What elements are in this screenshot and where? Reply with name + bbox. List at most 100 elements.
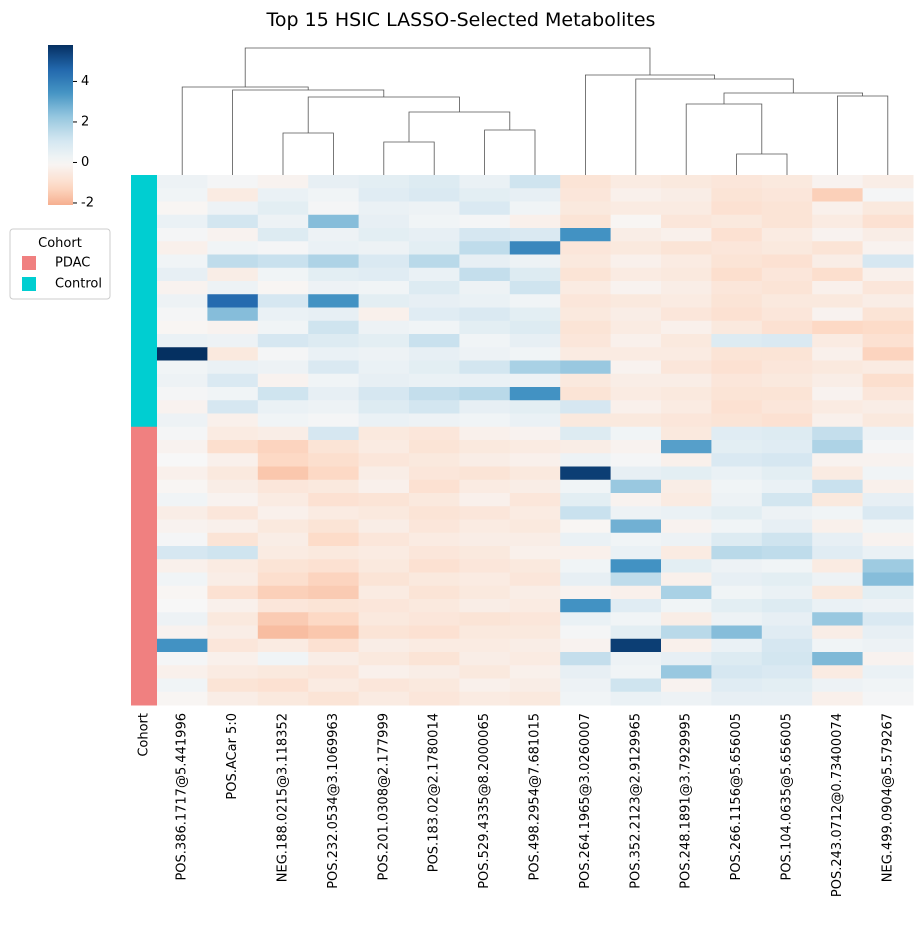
heatmap-cell [459, 400, 511, 414]
heatmap-cell [560, 519, 612, 534]
heatmap-cell [157, 426, 208, 441]
heatmap-cell [157, 440, 208, 454]
heatmap-cell [862, 532, 914, 547]
heatmap-cell [812, 413, 864, 428]
heatmap-cell [459, 241, 511, 255]
legend-label: Control [55, 277, 102, 292]
heatmap-cell [610, 559, 662, 573]
heatmap-cell [812, 652, 864, 666]
heatmap-cell [560, 612, 612, 626]
heatmap-cell [157, 652, 208, 666]
x-tick-label: POS.498.2954@7.681015 [528, 713, 543, 881]
heatmap-cell [207, 678, 259, 693]
heatmap-cell [761, 572, 813, 587]
heatmap-cell [157, 678, 208, 693]
heatmap-cell [358, 665, 410, 679]
heatmap-cell [812, 599, 864, 613]
heatmap-cell [610, 612, 662, 626]
heatmap-cell [711, 440, 763, 454]
heatmap-cell [509, 546, 561, 560]
heatmap-cell [560, 466, 612, 481]
heatmap-cell [207, 426, 259, 441]
heatmap-cell [610, 453, 662, 467]
heatmap-cell [761, 665, 813, 679]
x-tick-label: POS.201.0308@2.177999 [376, 713, 391, 881]
heatmap-cell [610, 599, 662, 613]
colorbar-tick-label: 0 [81, 155, 89, 170]
heatmap-cell [207, 188, 259, 202]
heatmap-cell [711, 466, 763, 481]
heatmap-cell [761, 519, 813, 534]
heatmap-cell [157, 572, 208, 587]
x-tick-label: NEG.188.0215@3.118352 [276, 713, 291, 882]
heatmap-cell [761, 532, 813, 547]
heatmap-cell [862, 546, 914, 560]
heatmap-cell [358, 638, 410, 653]
heatmap-cell [459, 175, 511, 189]
heatmap-cell [661, 599, 712, 613]
heatmap-cell [157, 241, 208, 255]
heatmap-cell [257, 281, 309, 295]
heatmap-cell [207, 334, 259, 348]
heatmap-cell [862, 201, 914, 216]
heatmap-cell [358, 599, 410, 613]
cohort-cell [131, 373, 157, 388]
heatmap-cell [812, 678, 864, 693]
heatmap-cell [661, 652, 712, 666]
heatmap-cell [560, 360, 612, 375]
heatmap-cell [711, 519, 763, 534]
heatmap-cell [812, 254, 864, 269]
heatmap-cell [610, 678, 662, 693]
x-tick-label: POS.352.2123@2.9129965 [628, 713, 643, 889]
heatmap-cell [610, 400, 662, 414]
heatmap-cell [862, 360, 914, 375]
heatmap-cell [157, 281, 208, 295]
cohort-cell [131, 254, 157, 269]
heatmap-cell [459, 201, 511, 216]
heatmap-cell [509, 320, 561, 335]
dendrogram-link [736, 153, 788, 175]
heatmap-cell [308, 612, 360, 626]
heatmap-cell [257, 201, 309, 216]
heatmap-cell [661, 188, 712, 202]
heatmap-cell [711, 307, 763, 322]
heatmap-cell [560, 387, 612, 401]
dendrogram-link [685, 103, 763, 175]
heatmap-cell [661, 678, 712, 693]
heatmap-cell [207, 267, 259, 282]
heatmap-cell [661, 665, 712, 679]
heatmap-cell [711, 559, 763, 573]
heatmap-cell [358, 387, 410, 401]
heatmap-cell [207, 546, 259, 560]
heatmap-cell [257, 559, 309, 573]
cohort-cell [131, 678, 157, 693]
legend-swatch [22, 277, 36, 291]
heatmap-cell [308, 652, 360, 666]
heatmap-cell [610, 585, 662, 600]
heatmap-cell [761, 175, 813, 189]
heatmap-cell [358, 532, 410, 547]
heatmap-cell [610, 347, 662, 361]
cohort-cell [131, 267, 157, 282]
heatmap-cell [207, 493, 259, 507]
heatmap-cell [257, 691, 309, 706]
cohort-cell [131, 546, 157, 560]
heatmap-cell [661, 493, 712, 507]
heatmap-cell [459, 638, 511, 653]
heatmap-cell [308, 440, 360, 454]
cohort-cell [131, 188, 157, 202]
heatmap-cell [459, 188, 511, 202]
heatmap-cell [711, 585, 763, 600]
heatmap-cell [711, 320, 763, 335]
heatmap-cell [358, 546, 410, 560]
heatmap-cell [459, 440, 511, 454]
heatmap-cell [358, 519, 410, 534]
heatmap-cell [711, 572, 763, 587]
heatmap-cell [358, 175, 410, 189]
heatmap-cell [358, 479, 410, 494]
heatmap-cell [610, 281, 662, 295]
heatmap-cell [207, 532, 259, 547]
heatmap-cell [761, 652, 813, 666]
heatmap-cell [761, 612, 813, 626]
heatmap-cell [459, 559, 511, 573]
